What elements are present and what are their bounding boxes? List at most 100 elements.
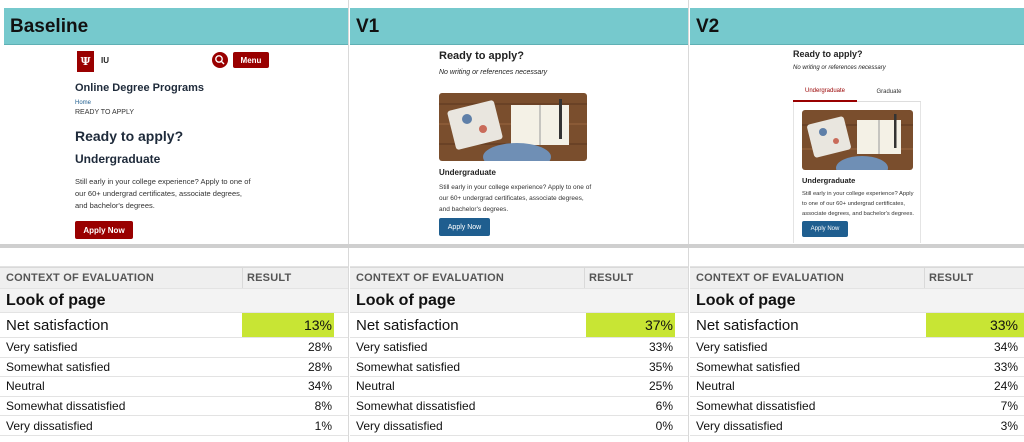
baseline-page-preview: Ψ IU Menu Online Degree Programs Home RE… <box>0 46 348 243</box>
menu-button[interactable]: Menu <box>233 52 269 68</box>
column-header-label: V1 <box>356 16 380 37</box>
row-label: Very dissatisfied <box>696 418 783 433</box>
evaluation-table: CONTEXT OF EVALUATION RESULT Look of pag… <box>0 248 348 436</box>
table-row: Somewhat satisfied 33% <box>690 358 1024 378</box>
row-value: 7% <box>1000 399 1018 414</box>
context-column-header: CONTEXT OF EVALUATION <box>6 272 155 284</box>
body-text-line: and bachelor's degrees. <box>439 206 509 213</box>
search-icon[interactable] <box>212 52 228 68</box>
section-row: Look of page <box>350 289 688 313</box>
row-label: Somewhat satisfied <box>356 359 461 374</box>
brand-label: IU <box>101 56 109 65</box>
breadcrumb-current: READY TO APPLY <box>75 109 135 116</box>
row-label: Somewhat dissatisfied <box>6 399 126 414</box>
section-label: Look of page <box>6 291 106 309</box>
row-label: Very satisfied <box>356 340 428 355</box>
row-value: 28% <box>307 340 332 355</box>
v2-page-preview: Ready to apply? No writing or references… <box>690 46 1024 243</box>
net-satisfaction-highlight <box>926 313 1024 337</box>
net-satisfaction-row: Net satisfaction 33% <box>690 313 1024 338</box>
page-note: No writing or references necessary <box>439 69 548 76</box>
table-row: Somewhat satisfied 28% <box>0 358 348 378</box>
section-heading: Undergraduate <box>439 168 496 177</box>
table-row: Very dissatisfied 0% <box>350 416 688 436</box>
breadcrumb-home-link[interactable]: Home <box>75 100 92 106</box>
page-heading: Ready to apply? <box>439 50 524 62</box>
result-column-header: RESULT <box>589 272 634 284</box>
row-label: Very satisfied <box>696 340 768 355</box>
table-row: Very satisfied 33% <box>350 338 688 358</box>
v1-column: V1 Ready to apply? No writing or referen… <box>350 0 688 442</box>
row-label: Neutral <box>6 379 45 394</box>
row-value: 24% <box>993 379 1018 394</box>
body-text-line: our 60+ undergrad certificates, associat… <box>439 195 584 202</box>
section-label: Look of page <box>696 291 796 309</box>
row-label: Very dissatisfied <box>6 418 93 433</box>
apply-now-button[interactable]: Apply Now <box>75 221 133 239</box>
table-row: Somewhat dissatisfied 7% <box>690 397 1024 417</box>
page-heading: Ready to apply? <box>75 128 184 144</box>
table-row: Very satisfied 28% <box>0 338 348 358</box>
section-row: Look of page <box>690 289 1024 313</box>
tab-bar: Undergraduate Graduate <box>793 82 921 102</box>
column-header: Baseline <box>4 8 348 45</box>
net-satisfaction-row: Net satisfaction 13% <box>0 313 348 338</box>
tab-graduate[interactable]: Graduate <box>876 89 902 95</box>
body-text-line: to one of our 60+ undergrad certificates… <box>802 201 905 207</box>
tab-panel <box>793 102 921 243</box>
row-label: Somewhat dissatisfied <box>356 399 476 414</box>
body-text-line: Still early in your college experience? … <box>802 191 914 197</box>
column-header: V1 <box>350 8 688 45</box>
net-satisfaction-label: Net satisfaction <box>356 316 459 334</box>
row-label: Neutral <box>696 379 735 394</box>
site-title: Online Degree Programs <box>75 82 204 94</box>
column-header-label: V2 <box>696 16 720 37</box>
net-satisfaction-value: 37% <box>644 317 673 333</box>
table-spacer-row <box>690 248 1024 267</box>
row-value: 0% <box>655 418 673 433</box>
apply-now-button[interactable]: Apply Now <box>802 221 848 237</box>
body-text-line: Still early in your college experience? … <box>439 184 592 191</box>
row-value: 34% <box>993 340 1018 355</box>
row-label: Somewhat satisfied <box>6 359 111 374</box>
section-separator <box>0 244 1024 248</box>
table-row: Neutral 34% <box>0 377 348 397</box>
section-row: Look of page <box>0 289 348 313</box>
body-text-line: and bachelor's degrees. <box>75 201 155 210</box>
section-heading: Undergraduate <box>75 152 161 166</box>
row-value: 25% <box>648 379 673 394</box>
table-row: Somewhat dissatisfied 8% <box>0 397 348 417</box>
body-text-line: our 60+ undergrad certificates, associat… <box>75 189 242 198</box>
row-label: Neutral <box>356 379 395 394</box>
table-row: Somewhat satisfied 35% <box>350 358 688 378</box>
row-value: 8% <box>314 399 332 414</box>
column-divider <box>348 0 349 442</box>
notebook-photo <box>802 110 913 170</box>
net-satisfaction-label: Net satisfaction <box>696 316 799 334</box>
section-heading: Undergraduate <box>802 176 856 185</box>
table-row: Very satisfied 34% <box>690 338 1024 358</box>
v2-column: V2 Ready to apply? No writing or referen… <box>690 0 1024 442</box>
table-row: Very dissatisfied 3% <box>690 416 1024 436</box>
table-spacer-row <box>350 248 688 267</box>
row-value: 6% <box>655 399 673 414</box>
result-column-header: RESULT <box>247 272 292 284</box>
table-header-row: CONTEXT OF EVALUATION RESULT <box>690 267 1024 289</box>
iu-logo-icon: Ψ <box>77 51 94 72</box>
row-value: 28% <box>307 359 332 374</box>
body-text-line: Still early in your college experience? … <box>75 177 251 186</box>
context-column-header: CONTEXT OF EVALUATION <box>696 272 845 284</box>
column-divider <box>688 0 689 442</box>
v1-page-preview: Ready to apply? No writing or references… <box>350 46 688 243</box>
row-label: Very dissatisfied <box>356 418 443 433</box>
net-satisfaction-value: 13% <box>303 317 332 333</box>
tab-undergraduate[interactable]: Undergraduate <box>793 82 857 102</box>
table-row: Somewhat dissatisfied 6% <box>350 397 688 417</box>
apply-now-button[interactable]: Apply Now <box>439 218 490 236</box>
row-label: Somewhat satisfied <box>696 359 801 374</box>
table-row: Neutral 24% <box>690 377 1024 397</box>
row-label: Somewhat dissatisfied <box>696 399 816 414</box>
net-satisfaction-value: 33% <box>989 317 1018 333</box>
page-heading: Ready to apply? <box>793 49 863 59</box>
row-value: 1% <box>314 418 332 433</box>
